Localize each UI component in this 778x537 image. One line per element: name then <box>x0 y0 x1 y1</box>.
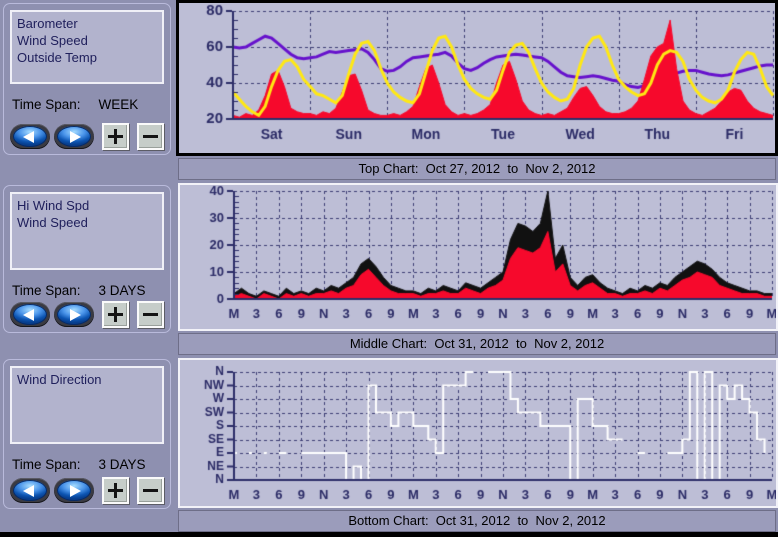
minus-icon <box>143 135 158 138</box>
back-arrow-icon <box>13 480 47 501</box>
series-listbox[interactable]: Hi Wind Spd Wind Speed <box>10 192 164 270</box>
middle-chart-control-panel: Hi Wind Spd Wind Speed Time Span: 3 DAYS <box>3 185 171 333</box>
series-listbox[interactable]: Wind Direction <box>10 366 164 444</box>
back-button[interactable] <box>10 302 50 327</box>
back-button[interactable] <box>10 478 50 503</box>
bottom-chart-canvas <box>180 360 776 506</box>
nav-button-row <box>10 301 164 328</box>
minus-icon <box>143 489 158 492</box>
back-arrow-icon <box>13 304 47 325</box>
listbox-item[interactable]: Wind Speed <box>17 33 88 48</box>
window-bottom-edge <box>0 532 778 537</box>
back-arrow-icon <box>13 126 47 147</box>
top-chart-caption: Top Chart: Oct 27, 2012 to Nov 2, 2012 <box>178 158 776 180</box>
forward-arrow-icon <box>57 304 91 325</box>
time-span-label: Time Span: <box>12 283 81 298</box>
forward-button[interactable] <box>54 478 94 503</box>
forward-arrow-icon <box>57 480 91 501</box>
time-span-row: Time Span: 3 DAYS <box>10 283 164 298</box>
zoom-out-button[interactable] <box>137 123 164 150</box>
nav-button-row <box>10 123 164 150</box>
minus-icon <box>143 313 158 316</box>
time-span-value: 3 DAYS <box>98 457 146 472</box>
top-chart-control-panel: Barometer Wind Speed Outside Temp Time Spa… <box>3 3 171 155</box>
forward-arrow-icon <box>57 126 91 147</box>
listbox-item[interactable]: Hi Wind Spd <box>17 198 90 213</box>
listbox-item[interactable]: Wind Speed <box>17 215 88 230</box>
middle-chart-caption: Middle Chart: Oct 31, 2012 to Nov 2, 201… <box>178 333 776 355</box>
middle-chart-canvas <box>180 185 776 329</box>
zoom-in-button[interactable] <box>102 477 129 504</box>
zoom-out-button[interactable] <box>137 477 164 504</box>
time-span-row: Time Span: 3 DAYS <box>10 457 164 472</box>
bottom-chart-caption: Bottom Chart: Oct 31, 2012 to Nov 2, 201… <box>178 510 776 532</box>
top-chart <box>176 0 778 156</box>
listbox-item[interactable]: Wind Direction <box>17 372 102 387</box>
listbox-item[interactable]: Barometer <box>17 16 78 31</box>
time-span-value: 3 DAYS <box>98 283 146 298</box>
zoom-out-button[interactable] <box>137 301 164 328</box>
time-span-label: Time Span: <box>12 457 81 472</box>
time-span-row: Time Span: WEEK <box>10 97 164 112</box>
series-listbox[interactable]: Barometer Wind Speed Outside Temp <box>10 10 164 84</box>
listbox-item[interactable]: Outside Temp <box>17 50 97 65</box>
time-span-value: WEEK <box>98 97 139 112</box>
forward-button[interactable] <box>54 124 94 149</box>
nav-button-row <box>10 477 164 504</box>
top-chart-canvas <box>179 3 775 153</box>
time-span-label: Time Span: <box>12 97 81 112</box>
back-button[interactable] <box>10 124 50 149</box>
middle-chart <box>178 183 778 331</box>
zoom-in-button[interactable] <box>102 301 129 328</box>
zoom-in-button[interactable] <box>102 123 129 150</box>
bottom-chart-control-panel: Wind Direction Time Span: 3 DAYS <box>3 359 171 509</box>
forward-button[interactable] <box>54 302 94 327</box>
bottom-chart <box>178 358 778 508</box>
